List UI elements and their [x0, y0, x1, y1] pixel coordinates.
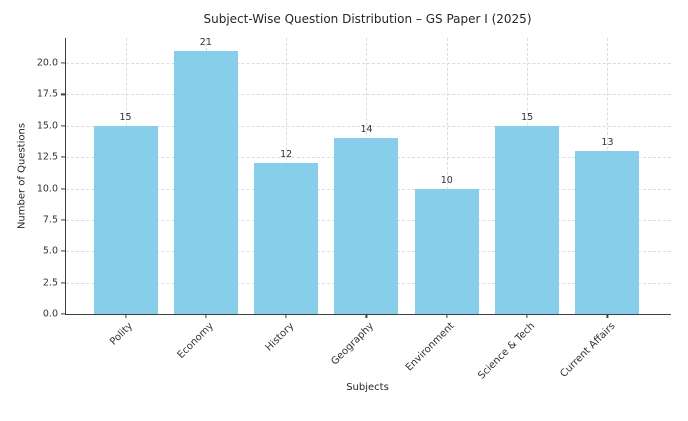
y-tick-label: 10.0	[36, 183, 58, 195]
y-tick-label: 0.0	[42, 308, 58, 320]
y-tick-mark	[61, 313, 65, 315]
y-tick-mark	[61, 250, 65, 252]
y-tick-mark	[61, 62, 65, 64]
y-gridline	[66, 63, 671, 65]
x-tick-label: Current Affairs	[558, 320, 618, 380]
y-tick-label: 12.5	[36, 151, 58, 163]
x-tick-mark	[526, 314, 528, 318]
bar	[495, 125, 560, 314]
x-tick-label: Science & Tech	[476, 320, 538, 382]
y-gridline	[66, 94, 671, 96]
bar-value-label: 21	[199, 36, 212, 48]
x-tick-label: Environment	[403, 320, 457, 374]
y-tick-mark	[61, 219, 65, 221]
x-tick-mark	[124, 314, 127, 318]
y-tick-mark	[61, 187, 65, 190]
y-tick-label: 15.0	[36, 120, 58, 132]
x-axis-label: Subjects	[346, 382, 389, 393]
bar-value-label: 10	[440, 174, 453, 186]
y-tick-mark	[61, 156, 65, 158]
y-tick-label: 5.0	[42, 245, 58, 257]
y-axis-label: Number of Questions	[16, 122, 28, 230]
x-tick-mark	[446, 314, 448, 318]
x-tick-mark	[365, 314, 368, 318]
y-gridline	[66, 125, 671, 127]
x-tick-mark	[285, 314, 287, 318]
bar-value-label: 15	[521, 111, 534, 123]
plot-area: 0.0 2.5 5.0 7.5 10.0 12.5 15.0 17.5 20.0 15 Polity…	[37, 36, 671, 382]
bar	[575, 150, 640, 314]
bar-value-label: 15	[119, 111, 132, 123]
bar-value-label: 13	[601, 136, 614, 148]
y-tick-label: 7.5	[42, 214, 58, 226]
x-tick-label: Polity	[108, 320, 136, 348]
bar	[414, 188, 479, 314]
x-tick-label: Economy	[175, 320, 216, 361]
y-tick-label: 2.5	[42, 277, 58, 289]
y-tick-label: 20.0	[36, 57, 58, 69]
bar-value-label: 12	[280, 149, 293, 161]
bar	[93, 125, 158, 314]
y-tick-label: 17.5	[36, 88, 58, 100]
bar	[334, 138, 399, 314]
x-tick-mark	[606, 314, 609, 318]
y-tick-mark	[61, 125, 65, 127]
chart-title: Subject-Wise Question Distribution – GS …	[203, 12, 532, 26]
y-tick-mark	[61, 93, 65, 96]
x-tick-label: Geography	[329, 320, 377, 368]
bar	[254, 163, 319, 314]
y-tick-mark	[61, 282, 65, 284]
bar	[173, 50, 238, 314]
x-tick-label: History	[263, 320, 297, 354]
bar-value-label: 14	[360, 124, 373, 136]
x-tick-mark	[205, 314, 207, 318]
x-gridline	[446, 38, 448, 314]
